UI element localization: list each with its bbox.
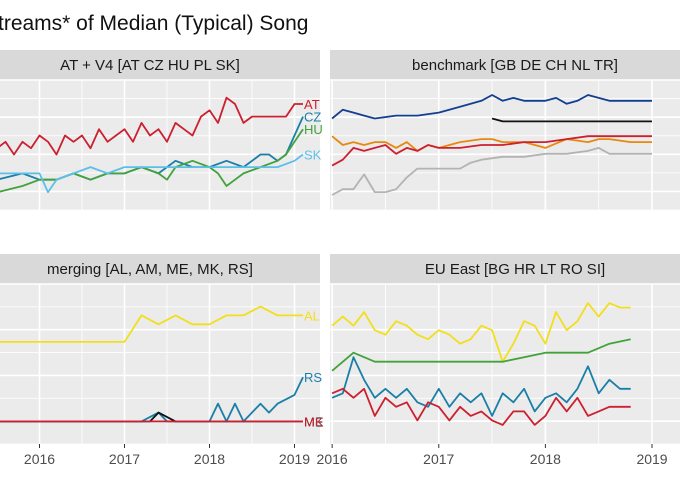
- x-tick-label: 2018: [194, 451, 225, 467]
- x-tick-label: 2016: [317, 451, 348, 467]
- x-tick-label: 2018: [530, 451, 561, 467]
- series-end-label: CZ: [304, 110, 321, 125]
- series-line-yellow: [331, 302, 631, 363]
- series-end-label: AL: [304, 308, 320, 323]
- facet-strip-label: merging [AL, AM, ME, MK, RS]: [47, 261, 253, 278]
- panel-background: [0, 80, 320, 210]
- facet-strip: [0, 50, 320, 80]
- series-line-lightblue: [0, 153, 304, 194]
- chart-title: treams* of Median (Typical) Song: [0, 12, 308, 35]
- facet-strip-label: EU East [BG HR LT RO SI]: [425, 261, 605, 278]
- series-line-gray: [331, 146, 652, 196]
- facet-eu-east: EU East [BG HR LT RO SI]: [330, 254, 680, 445]
- panel-background: [330, 284, 680, 444]
- series-end-label: ME: [304, 414, 324, 429]
- series-line-navy: [331, 94, 652, 120]
- series-line-green: [331, 338, 631, 372]
- series-line-black: [491, 117, 652, 123]
- series-line-yellow: [0, 305, 303, 343]
- series-line-red: [331, 387, 631, 426]
- series-end-label: AT: [304, 97, 320, 112]
- facet-strip: [330, 254, 680, 284]
- series-end-label: SK: [304, 147, 322, 162]
- panel-background: [0, 284, 320, 444]
- facet-strip-label: benchmark [GB DE CH NL TR]: [412, 57, 618, 74]
- x-tick-label: 2017: [423, 451, 454, 467]
- facet-strip-label: AT + V4 [AT CZ HU PL SK]: [60, 57, 240, 74]
- series-end-label: HU: [304, 122, 323, 137]
- series-line-red: [0, 96, 303, 156]
- x-tick-label: 2016: [24, 451, 55, 467]
- facet-benchmark: benchmark [GB DE CH NL TR]: [330, 50, 680, 211]
- facet-strip: [330, 50, 680, 80]
- x-tick-label: 2019: [279, 451, 310, 467]
- x-axis-left: 2016 2017 2018 2019: [24, 444, 310, 467]
- series-end-label: MK: [304, 414, 324, 429]
- series-line-orange: [331, 135, 652, 152]
- x-axis-right: 2016 2017 2018 2019: [317, 444, 668, 467]
- series-line-red: [331, 135, 652, 167]
- x-tick-label: 2019: [636, 451, 667, 467]
- series-line-teal: [331, 356, 631, 417]
- facet-strip: [0, 254, 320, 284]
- x-tick-label: 2017: [109, 451, 140, 467]
- series-end-label: RS: [304, 370, 322, 385]
